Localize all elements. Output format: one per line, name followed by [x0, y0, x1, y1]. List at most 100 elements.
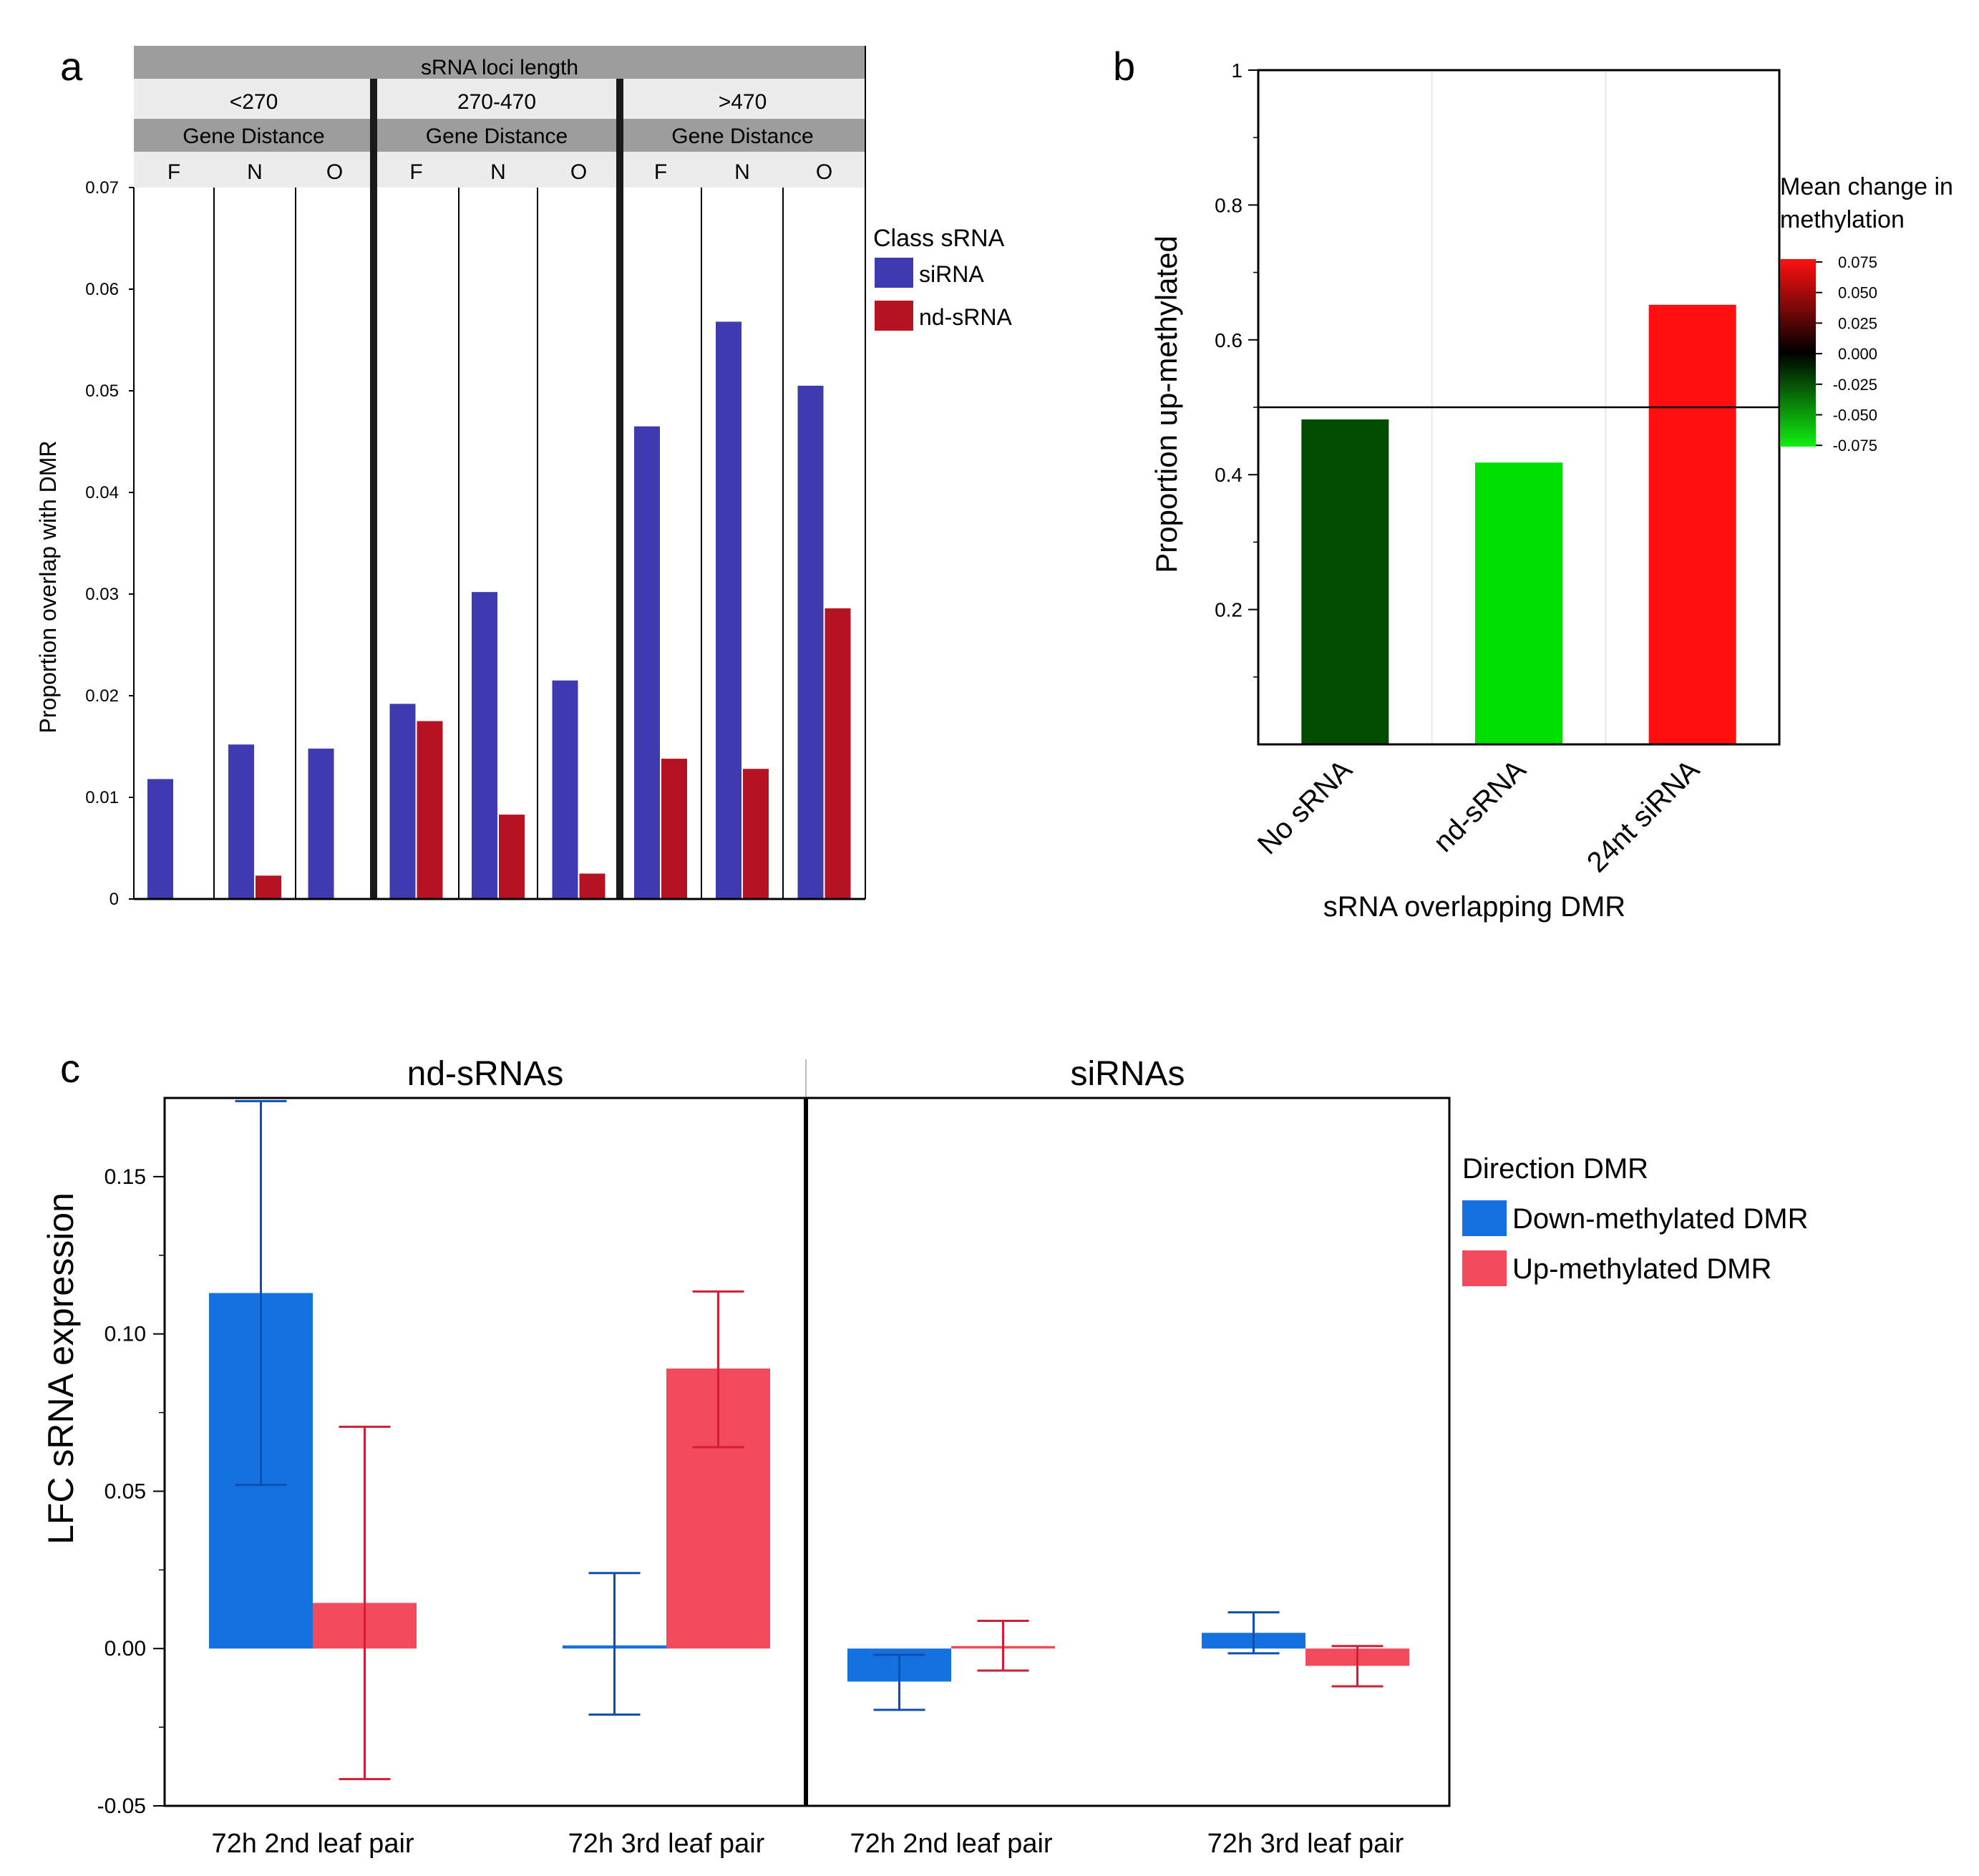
y-tick-label: 0.04 — [85, 483, 119, 502]
y-tick-label: 0.05 — [85, 381, 119, 401]
distance-label-f: F — [167, 160, 180, 184]
bar-sirna — [228, 744, 254, 899]
distance-cell — [214, 152, 296, 188]
colorbar-title-line1: Mean change in — [1780, 173, 1953, 200]
legend-label-down-methylated: Down-methylated DMR — [1512, 1203, 1808, 1235]
bar-nd-srna — [499, 815, 525, 899]
chart-c-ylabel: LFC sRNA expression — [41, 1192, 81, 1545]
colorbar-tick-label: 0.000 — [1838, 345, 1877, 363]
y-tick-label: 0.15 — [104, 1165, 146, 1189]
colorbar-tick-label: 0.050 — [1838, 284, 1877, 302]
bar-sirna — [797, 385, 824, 899]
y-tick-label: 0.02 — [85, 686, 119, 706]
facet-title-nd-srnas: nd-sRNAs — [407, 1055, 564, 1093]
category-label-72h-2nd-leaf-pair: 72h 2nd leaf pair — [211, 1829, 414, 1859]
colorbar-tick-label: -0.075 — [1833, 437, 1877, 455]
gene-distance-cell — [374, 119, 620, 152]
bar-nd-srna — [579, 873, 606, 899]
bar-nd-srna — [743, 769, 769, 899]
bar-24nt-sirna — [1648, 304, 1736, 744]
bar-nd-srna — [256, 875, 281, 899]
colorbar-tick-label: -0.025 — [1833, 376, 1877, 394]
legend-swatch-nd-srna — [875, 301, 913, 331]
y-tick-label: 0.03 — [85, 585, 119, 604]
panel-letter-c: c — [60, 1046, 80, 1091]
chart-b-colorbar: Mean change in methylation 0.0750.0500.0… — [1780, 173, 1953, 455]
y-tick-label: 0 — [110, 890, 119, 909]
bar-sirna — [716, 321, 741, 899]
length-group-cell — [374, 79, 620, 119]
gene-distance-cell — [620, 119, 865, 152]
panel-letter-b: b — [1113, 44, 1135, 89]
colorbar-title-line2: methylation — [1780, 206, 1905, 233]
distance-label-o: O — [570, 160, 587, 184]
bar-sirna — [389, 704, 416, 899]
legend-swatch-up-methylated — [1462, 1250, 1507, 1286]
distance-cell — [701, 152, 783, 188]
distance-cell — [134, 152, 214, 188]
bar-sirna — [147, 779, 173, 899]
gene-distance-label: Gene Distance — [183, 125, 324, 148]
chart-a-plot: 0 0.01 0.02 0.03 0.04 0.05 0.06 0.07 — [85, 46, 866, 909]
panel-c: c nd-sRNAs siRNAs -0.05 0.00 0.05 0.10 0.15 72h… — [41, 1046, 1808, 1859]
y-tick-label: 0.6 — [1215, 329, 1243, 351]
category-label-72h-2nd-leaf-pair: 72h 2nd leaf pair — [850, 1829, 1052, 1859]
length-header-bar — [134, 46, 865, 79]
category-label-72h-3rd-leaf-pair: 72h 3rd leaf pair — [568, 1829, 765, 1859]
category-label-24nt-sirna: 24nt siRNA — [1581, 754, 1706, 878]
chart-a-title: sRNA loci length — [421, 56, 578, 79]
colorbar-tick-label: 0.025 — [1838, 314, 1877, 332]
distance-cell — [296, 152, 374, 188]
length-group-label: >470 — [719, 90, 767, 114]
bar-nd-srna — [661, 759, 687, 899]
chart-a-ylabel: Proportion overlap with DMR — [35, 440, 61, 733]
distance-label-f: F — [654, 160, 667, 184]
y-tick-label: 0.2 — [1215, 599, 1243, 621]
distance-cell — [783, 152, 865, 188]
distance-label-n: N — [490, 160, 506, 184]
colorbar-ticks: 0.075 0.050 0.025 0.000 -0.025 -0.050 -0.075 — [1816, 253, 1877, 455]
distance-cell — [620, 152, 701, 188]
legend-label-nd-srna: nd-sRNA — [919, 304, 1012, 330]
chart-b-plot: No sRNA nd-sRNA 24nt siRNA 0.2 0.4 0.6 0.8 1 — [1215, 59, 1781, 878]
length-group-cell — [620, 79, 865, 119]
gene-distance-label: Gene Distance — [671, 125, 813, 148]
group-separator — [616, 79, 623, 899]
bar-sirna — [308, 748, 334, 899]
chart-a-legend-title: Class sRNA — [873, 225, 1005, 252]
y-tick-label: 0.06 — [85, 280, 119, 299]
bar-nd-srna — [825, 608, 851, 899]
colorbar-tick-label: 0.075 — [1838, 253, 1877, 271]
legend-swatch-down-methylated — [1462, 1200, 1507, 1236]
y-tick-label: -0.05 — [97, 1794, 146, 1818]
colorbar-tick-label: -0.050 — [1833, 407, 1877, 424]
bar-sirna — [634, 426, 660, 899]
panel-letter-a: a — [60, 44, 83, 89]
bar-nd-srna — [1475, 462, 1562, 744]
distance-label-n: N — [734, 160, 750, 184]
y-tick-label: 0.10 — [104, 1323, 146, 1346]
distance-cell — [538, 152, 620, 188]
length-group-label: <270 — [230, 90, 278, 114]
bar-sirna — [552, 680, 578, 899]
distance-label-f: F — [409, 160, 422, 184]
chart-c-plot: nd-sRNAs siRNAs -0.05 0.00 0.05 0.10 0.15 72h 2… — [97, 1055, 1451, 1859]
chart-c-legend: Direction DMR Down-methylated DMR Up-met… — [1462, 1153, 1808, 1286]
legend-swatch-sirna — [875, 258, 913, 288]
y-tick-label: 0.00 — [104, 1637, 146, 1661]
length-group-label: 270-470 — [457, 90, 536, 114]
bar-sirna — [472, 592, 497, 899]
category-label-nd-srna: nd-sRNA — [1428, 754, 1532, 858]
colorbar-gradient — [1780, 259, 1816, 447]
distance-label-o: O — [816, 160, 832, 184]
chart-b-xlabel: sRNA overlapping DMR — [1323, 891, 1625, 923]
y-tick-label: 0.4 — [1215, 464, 1243, 486]
length-group-cell — [134, 79, 374, 119]
gene-distance-label: Gene Distance — [426, 125, 568, 148]
facet-title-sirnas: siRNAs — [1070, 1055, 1185, 1093]
plot-border — [1257, 69, 1781, 746]
bar-no-srna — [1301, 419, 1389, 744]
